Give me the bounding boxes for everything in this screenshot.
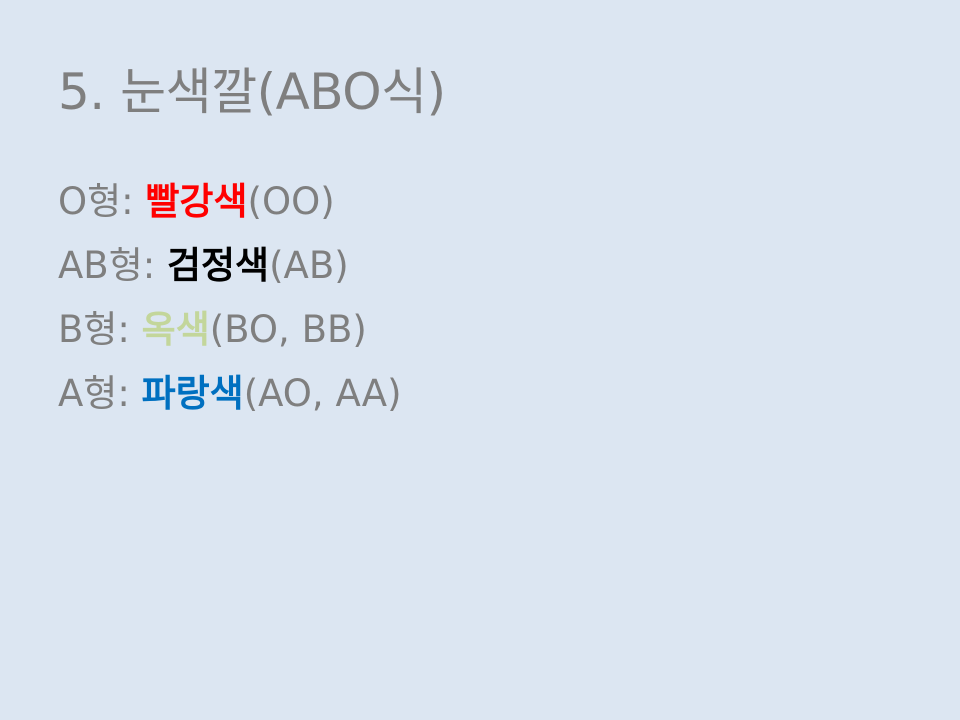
blood-type-label: AB형: <box>58 244 167 287</box>
list-item-o-type: O형: 빨강색(OO) <box>58 170 402 234</box>
list-item-ab-type: AB형: 검정색(AB) <box>58 234 402 298</box>
genotype-text: (AB) <box>269 244 349 287</box>
list-item-a-type: A형: 파랑색(AO, AA) <box>58 362 402 426</box>
blood-type-label: B형: <box>58 308 142 351</box>
genotype-text: (BO, BB) <box>209 308 367 351</box>
genotype-text: (AO, AA) <box>243 372 402 415</box>
eye-color-word: 빨강색 <box>145 180 248 223</box>
phenotype-list: O형: 빨강색(OO) AB형: 검정색(AB) B형: 옥색(BO, BB) … <box>58 170 402 426</box>
blood-type-label: O형: <box>58 180 146 223</box>
eye-color-word: 파랑색 <box>141 372 244 415</box>
slide-title: 5. 눈색깔(ABO식) <box>58 63 446 121</box>
list-item-b-type: B형: 옥색(BO, BB) <box>58 298 402 362</box>
blood-type-label: A형: <box>58 372 142 415</box>
eye-color-word: 옥색 <box>141 308 210 351</box>
genotype-text: (OO) <box>247 180 335 223</box>
eye-color-word: 검정색 <box>166 244 270 287</box>
